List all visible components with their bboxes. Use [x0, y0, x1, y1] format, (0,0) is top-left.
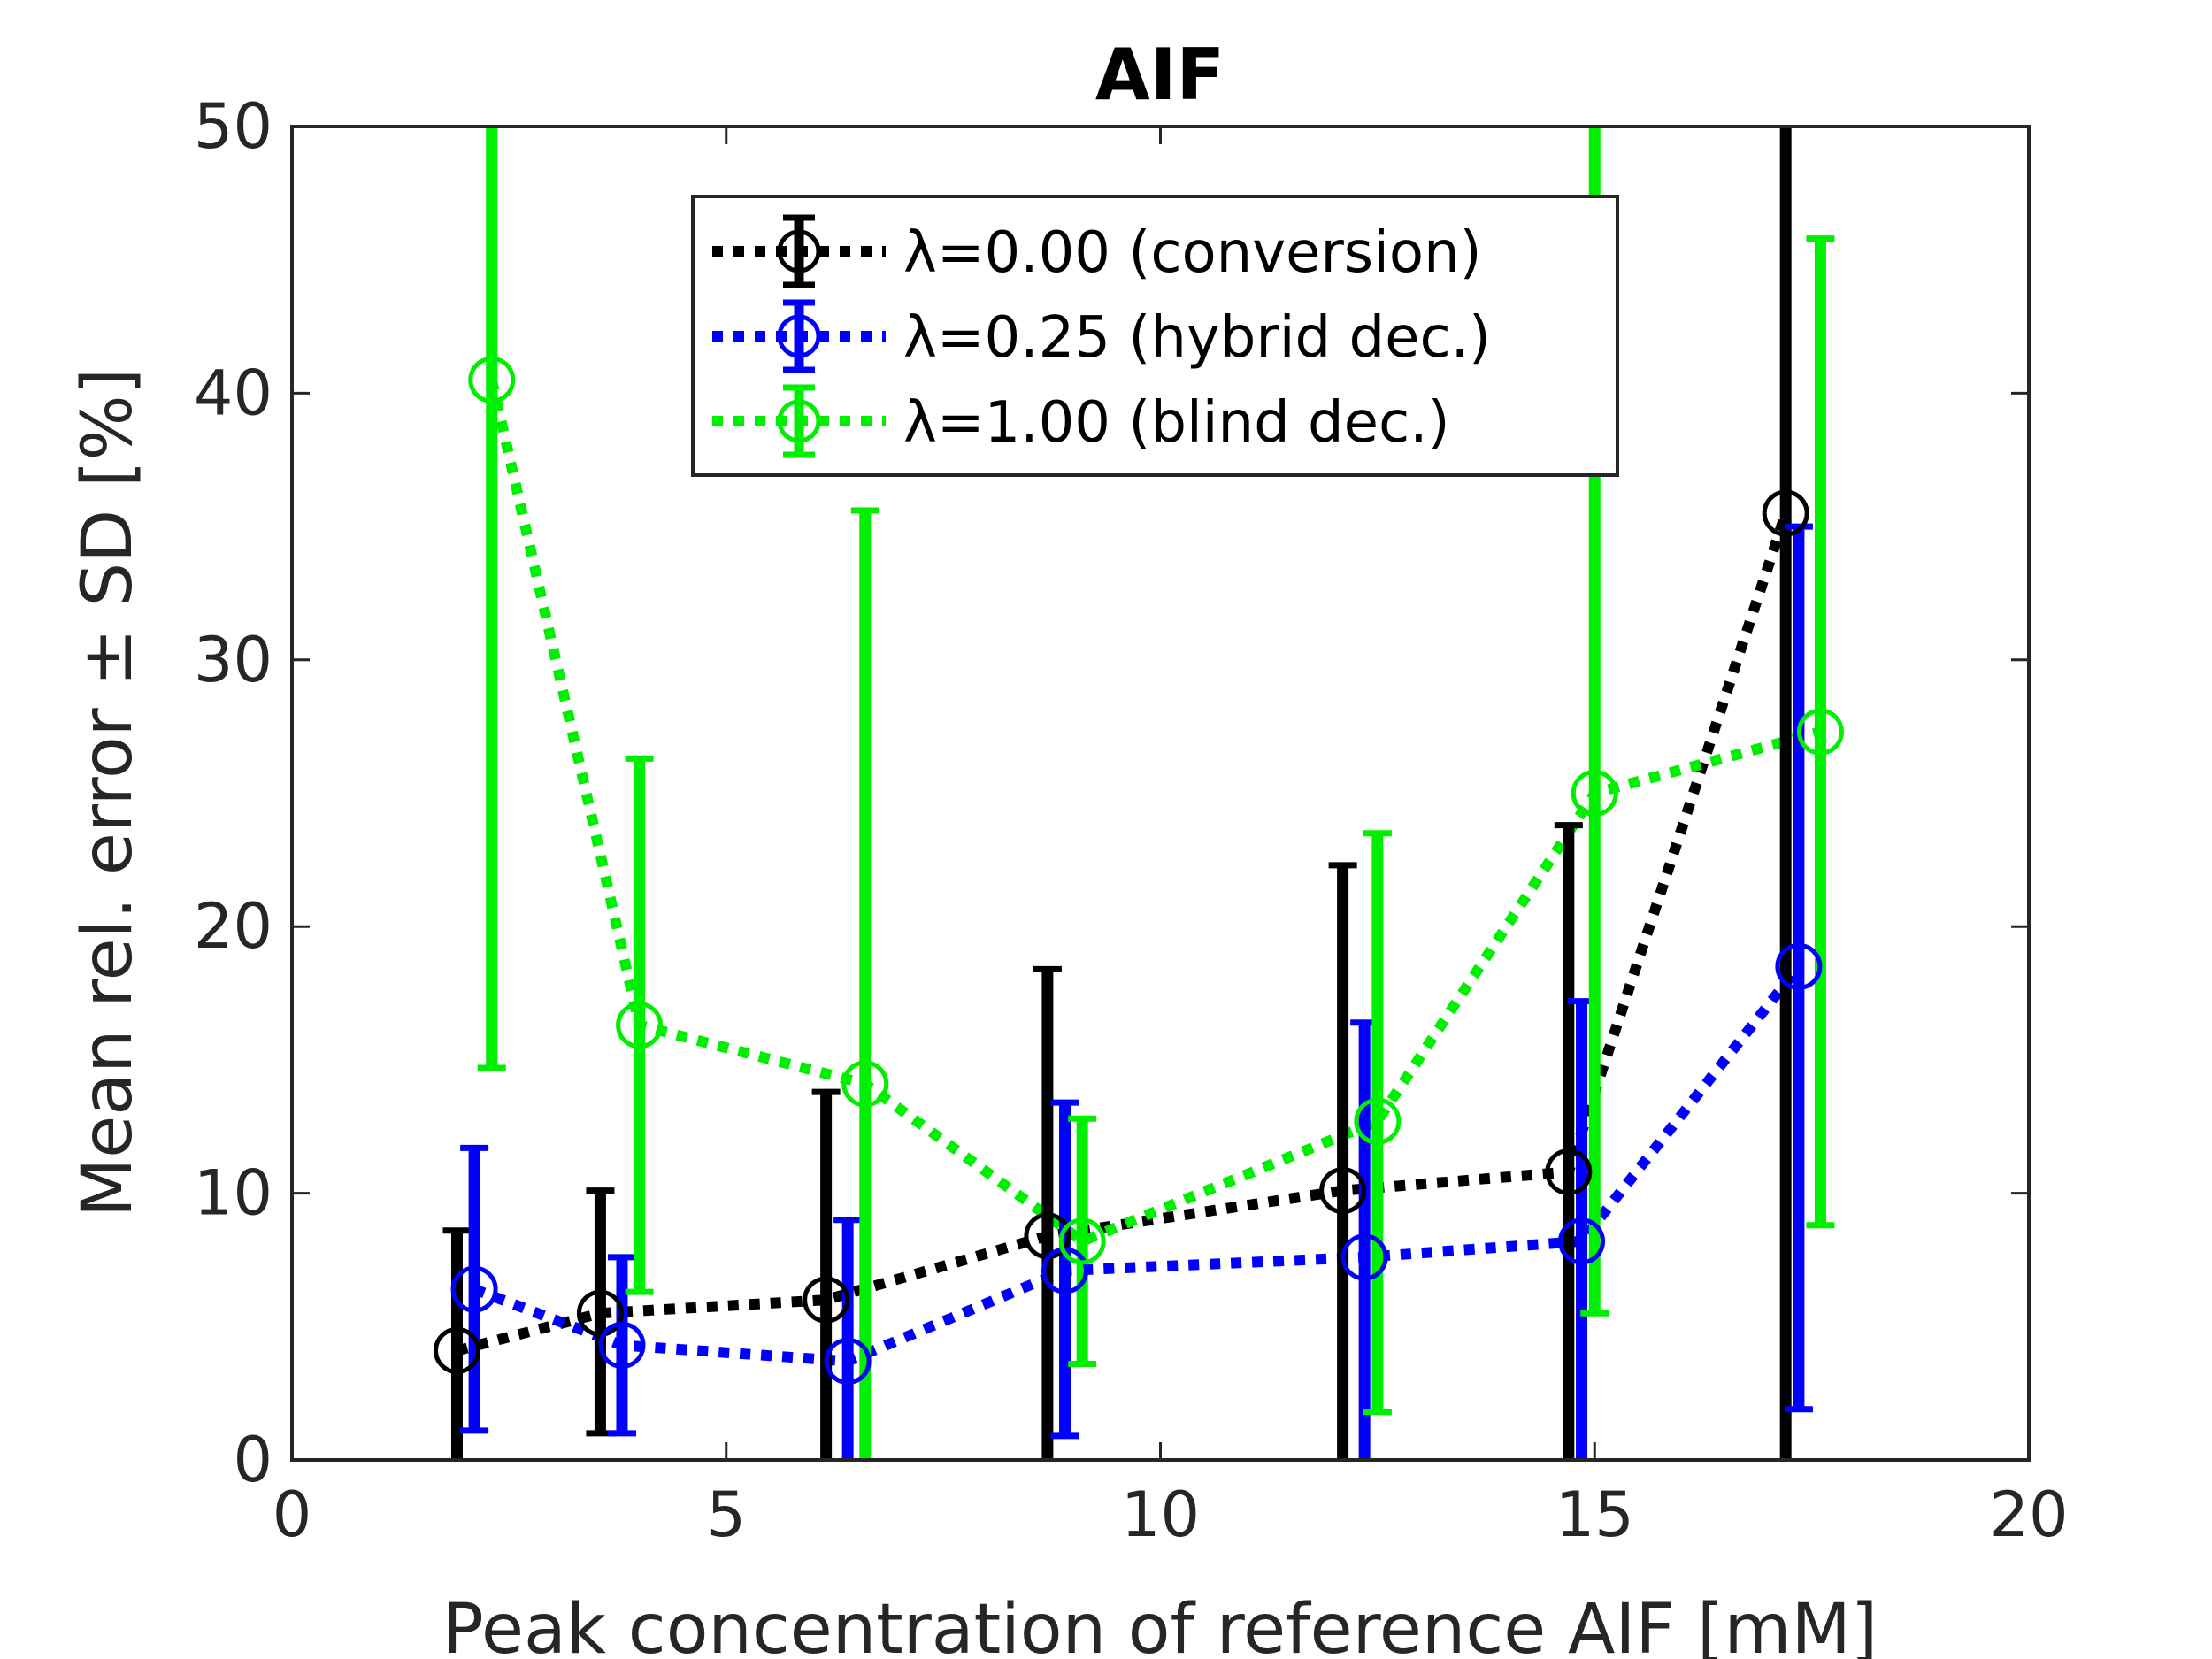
legend: λ=0.00 (conversion) λ=0.25 (hybrid dec.) λ…: [691, 195, 1619, 477]
x-tick-label: 20: [1989, 1479, 2068, 1551]
tick-labels: 0 5 10 15 20 0 10 20 30 40 50: [194, 90, 2069, 1551]
legend-swatch-marker: [777, 229, 821, 273]
x-tick-label: 10: [1121, 1479, 1200, 1551]
legend-swatch-marker: [777, 314, 821, 358]
data-markers: [433, 356, 1844, 1385]
data-point: [1354, 1097, 1402, 1145]
data-point: [1545, 1148, 1593, 1195]
data-point: [1558, 1217, 1606, 1265]
y-tick-label: 40: [194, 357, 273, 429]
plot-frame: [290, 125, 2031, 1462]
chart-title: AIF: [1095, 34, 1225, 116]
data-point: [616, 1002, 664, 1049]
y-tick-label: 10: [194, 1157, 273, 1230]
legend-entry-label: λ=1.00 (blind dec.): [903, 390, 1450, 456]
y-axis-label: Mean rel. error ± SD [%]: [68, 368, 148, 1217]
x-tick-label: 0: [273, 1479, 312, 1551]
data-point: [450, 1265, 498, 1313]
legend-swatch-marker: [777, 399, 821, 443]
legend-entry-label: λ=0.00 (conversion): [903, 220, 1482, 286]
x-axis-label: Peak concentration of reference AIF [mM]: [442, 1590, 1878, 1659]
data-point: [1058, 1217, 1106, 1265]
x-tick-label: 5: [706, 1479, 746, 1551]
data-point: [824, 1337, 872, 1385]
data-point: [1775, 942, 1823, 990]
data-point: [1571, 770, 1618, 817]
x-tick-label: 15: [1555, 1479, 1634, 1551]
data-point: [1319, 1167, 1367, 1215]
y-tick-label: 0: [233, 1424, 273, 1496]
data-point: [598, 1321, 646, 1369]
data-point: [1340, 1233, 1388, 1281]
error-bars: [442, 127, 1835, 1460]
y-tick-label: 20: [194, 890, 273, 963]
data-point: [803, 1276, 850, 1324]
y-tick-label: 30: [194, 624, 273, 696]
data-point: [468, 356, 516, 403]
data-point: [841, 1060, 889, 1108]
data-point: [433, 1326, 480, 1374]
y-tick-label: 50: [194, 90, 273, 163]
data-point: [1762, 489, 1809, 537]
data-point: [1796, 708, 1844, 756]
legend-entry-label: λ=0.25 (hybrid dec.): [903, 305, 1491, 371]
data-point: [576, 1289, 624, 1337]
